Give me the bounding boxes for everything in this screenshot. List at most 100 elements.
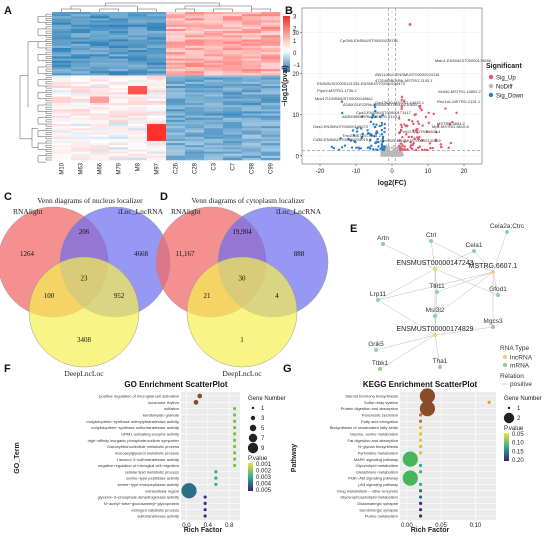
heatmap-cell: [109, 58, 129, 61]
volcano-x-tick-label: 20: [461, 169, 468, 175]
heatmap-cell: [147, 151, 167, 154]
heatmap-cell: [261, 33, 281, 36]
heatmap-cell: [52, 35, 72, 38]
volcano-point: [451, 120, 454, 124]
volcano-point: [385, 144, 388, 147]
legend-p-value: 0.005: [256, 488, 272, 494]
heatmap-cell: [185, 22, 205, 25]
heatmap-cell: [223, 35, 243, 38]
heatmap-cell: [261, 16, 281, 19]
term-label: Biosynthesis of unsaturated fatty acids: [330, 425, 398, 430]
legend-gene-value: 1: [517, 406, 521, 412]
volcano-point: [424, 115, 428, 119]
heatmap-cell: [242, 96, 262, 99]
venn-set-label: DeepLncLoc: [222, 369, 262, 378]
heatmap-cell: [52, 62, 72, 66]
heatmap-cell: [242, 111, 262, 114]
heatmap-cell: [223, 102, 243, 106]
heatmap-cell: [71, 117, 91, 121]
volcano-point: [413, 113, 416, 117]
volcano-point: [369, 120, 373, 124]
volcano-point: [401, 136, 404, 139]
heatmap-cell: [128, 77, 148, 80]
heatmap-cell: [242, 107, 262, 110]
heatmap-cell: [52, 39, 72, 42]
heatmap-cell: [223, 88, 243, 91]
heatmap-cell: [261, 136, 281, 140]
heatmap-cell: [90, 143, 110, 146]
volcano-point: [388, 147, 391, 150]
heatmap-cell: [90, 22, 110, 25]
heatmap-cell: [261, 54, 281, 57]
heatmap-cell: [242, 98, 262, 102]
heatmap-cell: [128, 62, 148, 66]
heatmap-cell: [204, 140, 224, 144]
volcano-x-tick-label: 0: [390, 169, 394, 175]
column-dendrogram-branches: [61, 2, 271, 12]
heatmap-cell: [52, 102, 72, 106]
volcano-gene-label: A630089N07Rik-MSTRG.5143.3: [342, 114, 401, 119]
heatmap-cell: [147, 14, 167, 17]
volcano-point: [409, 140, 412, 144]
heatmap-cell: [204, 71, 224, 74]
panel-b: B CpG66-ENSMUST00000225781 Msln1-ENSMUST0…: [282, 5, 523, 187]
volcano-point: [391, 154, 394, 157]
legend-gene-value: 9: [261, 446, 265, 452]
term-label: PI3K−Akt signaling pathway: [348, 476, 398, 481]
enrichment-point: [203, 508, 207, 512]
heatmap-cell: [128, 149, 148, 152]
heatmap-cell: [109, 12, 129, 15]
heatmap-cell: [71, 94, 91, 97]
heatmap-cell: [185, 37, 205, 40]
network-node-label: ENSMUST00000174829: [396, 326, 473, 333]
heatmap-cell: [71, 121, 91, 125]
volcano-point: [429, 147, 432, 150]
heatmap-cell: [52, 31, 72, 34]
heatmap-cell: [90, 153, 110, 157]
heatmap-cell: [185, 151, 205, 154]
network-node-label: Msl3l2: [426, 307, 445, 314]
heatmap-cell: [166, 132, 186, 135]
heatmap-cell: [185, 28, 205, 32]
column-dendrogram: [61, 2, 271, 12]
heatmap-cell: [261, 143, 281, 146]
heatmap-cell: [185, 138, 205, 142]
heatmap-cell: [109, 151, 129, 154]
volcano-point: [340, 146, 344, 149]
legend-gene-swatch: [507, 406, 511, 410]
heatmap-cell: [261, 50, 281, 53]
heatmap-cell: [223, 134, 243, 138]
volcano-legend-swatch: [488, 83, 494, 89]
heatmap-cell: [109, 92, 129, 95]
heatmap-cell: [204, 134, 224, 138]
heatmap-cell: [166, 124, 186, 127]
heatmap-cell: [90, 37, 110, 40]
heatmap-cell: [90, 92, 110, 95]
volcano-point: [406, 124, 409, 128]
heatmap-cell: [147, 12, 167, 15]
heatmap-cell: [223, 145, 243, 148]
go-scatter: 0.0 0.4 0.8 positive regulation of microgli…: [86, 392, 240, 529]
heatmap-cell: [166, 35, 186, 38]
heatmap-cell: [147, 33, 167, 36]
enrichment-point: [233, 457, 237, 461]
volcano-point: [357, 146, 360, 149]
heatmap-cell: [147, 100, 167, 104]
heatmap-cell: [90, 107, 110, 110]
heatmap-cell: [242, 50, 262, 53]
heatmap-cell: [204, 75, 224, 78]
heatmap-cell: [128, 138, 148, 142]
heatmap-cell: [204, 102, 224, 106]
heatmap-cell: [166, 155, 186, 159]
heatmap-cell: [109, 62, 129, 66]
enrichment-point: [181, 483, 197, 499]
heatmap-cell: [204, 33, 224, 36]
heatmap-cell: [242, 79, 262, 83]
heatmap-cell: [71, 64, 91, 68]
heatmap-cell: [204, 77, 224, 80]
heatmap-cell: [147, 71, 167, 74]
heatmap-cell: [166, 56, 186, 59]
enrichment-point: [418, 482, 423, 487]
